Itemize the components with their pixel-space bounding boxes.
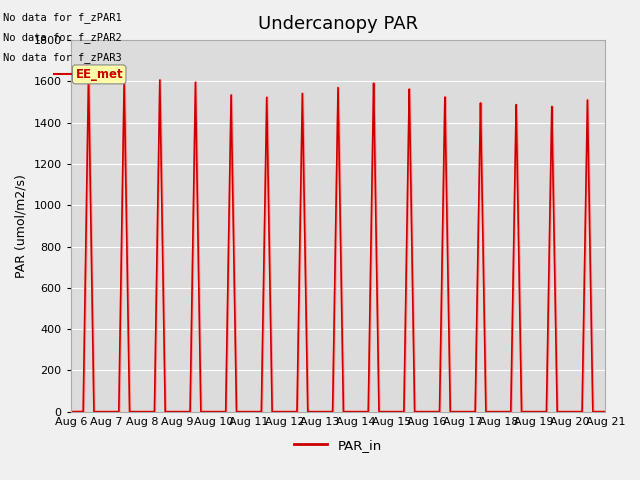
Legend: PAR_in: PAR_in [289, 433, 387, 457]
Text: No data for f_zPAR1: No data for f_zPAR1 [3, 12, 122, 23]
Title: Undercanopy PAR: Undercanopy PAR [258, 15, 418, 33]
Text: EE_met: EE_met [76, 68, 123, 81]
Text: No data for f_zPAR2: No data for f_zPAR2 [3, 32, 122, 43]
Text: No data for f_zPAR3: No data for f_zPAR3 [3, 52, 122, 63]
Y-axis label: PAR (umol/m2/s): PAR (umol/m2/s) [15, 174, 28, 278]
